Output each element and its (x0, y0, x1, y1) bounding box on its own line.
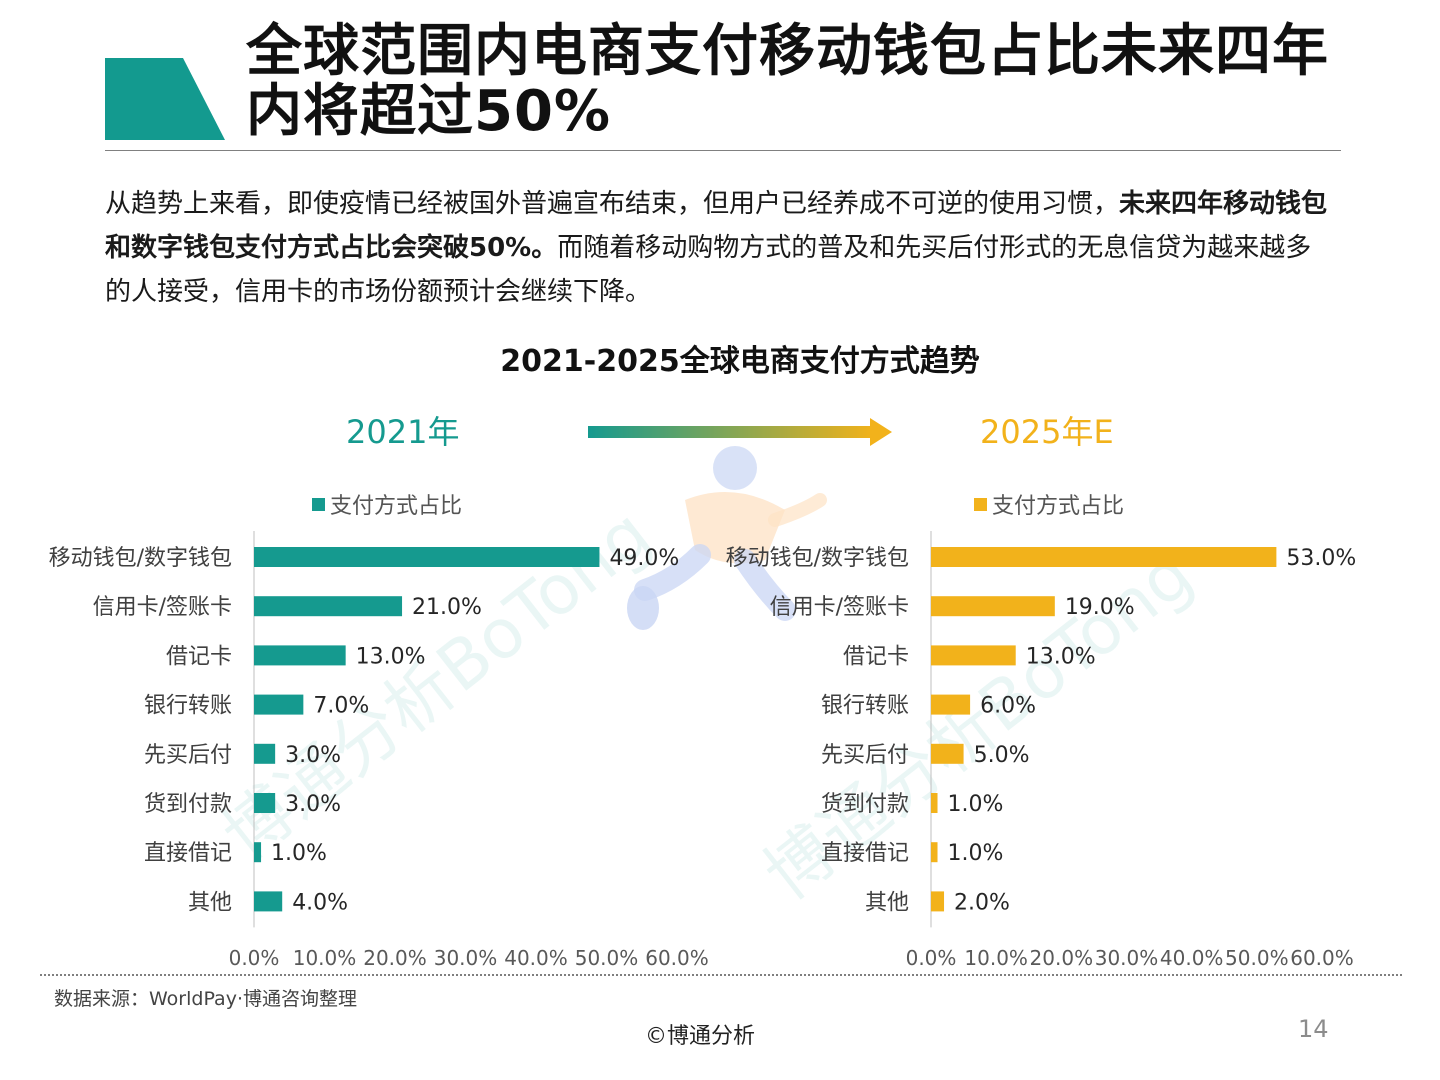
bar-2021 (254, 645, 346, 666)
data-label-2025: 13.0% (1026, 644, 1096, 669)
data-label-2021: 3.0% (285, 792, 341, 817)
data-source: 数据来源：WorldPay·博通咨询整理 (54, 988, 357, 1010)
category-label-2025: 移动钱包/数字钱包 (726, 546, 909, 571)
data-label-2025: 1.0% (948, 792, 1004, 817)
bar-2025 (931, 694, 971, 715)
x-tick-label-2025: 10.0% (964, 946, 1028, 970)
category-label-2025: 货到付款 (821, 792, 909, 817)
x-tick-label-2021: 30.0% (434, 946, 498, 970)
bar-2025 (931, 743, 964, 764)
data-label-2021: 4.0% (292, 890, 348, 915)
legend-label-2021: 支付方式占比 (330, 494, 462, 519)
category-label-2021: 货到付款 (144, 792, 232, 817)
category-label-2025: 先买后付 (821, 743, 909, 768)
footer-divider (40, 974, 1402, 976)
bar-2021 (254, 743, 276, 764)
intro-highlight: 未来四年移动钱包和数字钱包支付方式占比会突破50%。 (105, 189, 1328, 263)
runner-illustration-icon (615, 440, 835, 644)
bar-2025 (931, 793, 938, 813)
copyright: ©博通分析 (644, 1024, 755, 1049)
category-label-2025: 其他 (865, 890, 909, 915)
data-label-2021: 49.0% (609, 546, 679, 571)
category-label-2021: 银行转账 (144, 694, 232, 719)
x-tick-label-2025: 0.0% (906, 946, 957, 970)
category-label-2021: 先买后付 (144, 743, 232, 768)
panel-label-2021: 2021年 (346, 413, 460, 451)
x-tick-label-2021: 50.0% (575, 946, 639, 970)
data-label-2025: 5.0% (974, 743, 1030, 768)
bar-2021 (254, 793, 276, 813)
data-label-2025: 1.0% (948, 841, 1004, 866)
title-accent-shape (105, 58, 225, 140)
category-label-2021: 信用卡/签账卡 (93, 595, 232, 620)
intro-prefix: 从趋势上来看，即使疫情已经被国外普遍宣布结束，但用户已经养成不可逆的使用习惯， (105, 189, 1120, 219)
x-tick-label-2025: 30.0% (1095, 946, 1159, 970)
bar-2021 (254, 842, 262, 863)
data-label-2021: 21.0% (412, 595, 482, 620)
data-label-2025: 53.0% (1286, 546, 1356, 571)
bar-2025 (931, 645, 1016, 666)
legend-swatch-2025 (974, 498, 987, 511)
x-tick-label-2025: 50.0% (1225, 946, 1289, 970)
x-tick-label-2021: 20.0% (363, 946, 427, 970)
data-label-2021: 13.0% (356, 644, 426, 669)
data-label-2025: 19.0% (1065, 595, 1135, 620)
x-tick-label-2021: 10.0% (293, 946, 357, 970)
bar-2021 (254, 596, 403, 617)
intro-suffix: 而随着移动购物方式的普及和先买后付形式的无息信贷为越来越多的人接受，信用卡的市场… (105, 233, 1312, 307)
panel-label-2025: 2025年E (980, 413, 1114, 451)
x-tick-label-2025: 20.0% (1030, 946, 1094, 970)
x-tick-label-2025: 60.0% (1290, 946, 1354, 970)
category-label-2025: 直接借记 (821, 841, 909, 866)
page-title: 全球范围内电商支付移动钱包占比未来四年内将超过50% (246, 19, 1329, 144)
data-label-2021: 3.0% (285, 743, 341, 768)
intro-paragraph: 从趋势上来看，即使疫情已经被国外普遍宣布结束，但用户已经养成不可逆的使用习惯，未… (105, 182, 1335, 314)
bar-2025 (931, 547, 1277, 567)
category-label-2021: 借记卡 (166, 644, 232, 669)
bar-2025 (931, 891, 945, 912)
chart-title: 2021-2025全球电商支付方式趋势 (500, 344, 980, 379)
data-label-2025: 2.0% (954, 890, 1010, 915)
category-label-2025: 信用卡/签账卡 (770, 595, 909, 620)
category-label-2021: 移动钱包/数字钱包 (49, 546, 232, 571)
bar-2025 (931, 842, 938, 863)
x-tick-label-2021: 0.0% (229, 946, 280, 970)
page-number: 14 (1298, 1015, 1329, 1043)
data-label-2021: 1.0% (271, 841, 327, 866)
category-label-2021: 其他 (188, 890, 232, 915)
x-tick-label-2021: 40.0% (504, 946, 568, 970)
category-label-2025: 借记卡 (843, 644, 909, 669)
title-divider (105, 150, 1341, 151)
trend-arrow-icon (588, 418, 892, 446)
category-label-2021: 直接借记 (144, 841, 232, 866)
bar-2021 (254, 547, 600, 567)
bar-2021 (254, 891, 283, 912)
category-label-2025: 银行转账 (821, 694, 909, 719)
x-tick-label-2025: 40.0% (1160, 946, 1224, 970)
bar-2021 (254, 694, 304, 715)
legend-label-2025: 支付方式占比 (992, 494, 1124, 519)
x-tick-label-2021: 60.0% (645, 946, 709, 970)
legend-swatch-2021 (312, 498, 325, 511)
bar-2025 (931, 596, 1055, 617)
data-label-2021: 7.0% (313, 694, 369, 719)
data-label-2025: 6.0% (980, 694, 1036, 719)
